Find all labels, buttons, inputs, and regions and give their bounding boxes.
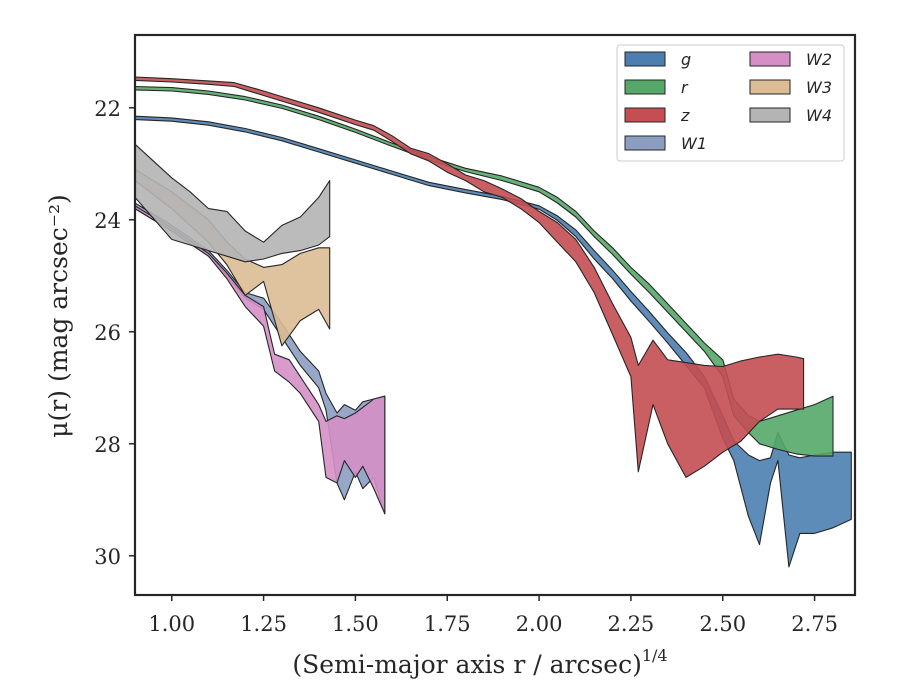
x-axis-title: (Semi-major axis r / arcsec)1/4 xyxy=(292,646,667,679)
y-tick-label: 22 xyxy=(94,97,121,121)
legend-label-r: r xyxy=(681,78,689,97)
y-tick-label: 24 xyxy=(94,209,121,233)
x-axis-title-exponent: 1/4 xyxy=(642,646,668,665)
legend-label-z: z xyxy=(680,106,690,125)
y-tick-label: 26 xyxy=(94,321,121,345)
legend-swatch-r xyxy=(624,79,666,95)
legend-box xyxy=(616,44,845,162)
x-axis: 1.00 1.25 1.50 1.75 2.00 2.25 2.50 2.75 xyxy=(148,595,838,636)
legend-swatch-w4 xyxy=(749,107,791,123)
series-layer xyxy=(134,76,852,568)
x-tick-label: 1.25 xyxy=(240,612,287,636)
band-w2 xyxy=(134,205,386,515)
legend: grz W1 W2 W3 W4 xyxy=(616,44,845,162)
x-tick-label: 1.75 xyxy=(424,612,471,636)
band-w4 xyxy=(134,143,331,263)
y-axis-title: μ(r) (mag arcsec⁻²) xyxy=(44,194,73,437)
x-axis-title-text: (Semi-major axis r / arcsec) xyxy=(292,650,641,679)
x-tick-label: 2.50 xyxy=(699,612,746,636)
legend-swatch-w2 xyxy=(749,51,791,67)
legend-label-w1: W1 xyxy=(681,134,707,153)
x-tick-label: 1.00 xyxy=(148,612,195,636)
legend-label-g: g xyxy=(681,50,691,69)
y-axis: 22 24 26 28 30 xyxy=(94,97,135,569)
band-g xyxy=(134,115,852,568)
x-tick-label: 2.00 xyxy=(516,612,563,636)
x-tick-label: 2.25 xyxy=(608,612,655,636)
legend-swatch-w3 xyxy=(749,79,791,95)
legend-swatch-g xyxy=(624,51,666,67)
x-tick-label: 2.75 xyxy=(791,612,838,636)
legend-swatch-w1 xyxy=(624,135,666,151)
legend-label-w4: W4 xyxy=(806,106,832,125)
legend-label-w3: W3 xyxy=(806,78,832,97)
x-tick-label: 1.50 xyxy=(332,612,379,636)
y-tick-label: 28 xyxy=(94,433,121,457)
legend-label-w2: W2 xyxy=(806,50,832,69)
y-tick-label: 30 xyxy=(94,545,121,569)
band-z xyxy=(134,76,805,478)
plot-frame xyxy=(133,33,857,597)
legend-swatch-z xyxy=(624,107,666,123)
